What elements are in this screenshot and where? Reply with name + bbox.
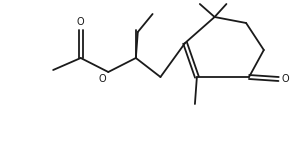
Text: O: O <box>77 17 84 27</box>
Text: O: O <box>99 74 106 84</box>
Text: O: O <box>282 74 289 84</box>
